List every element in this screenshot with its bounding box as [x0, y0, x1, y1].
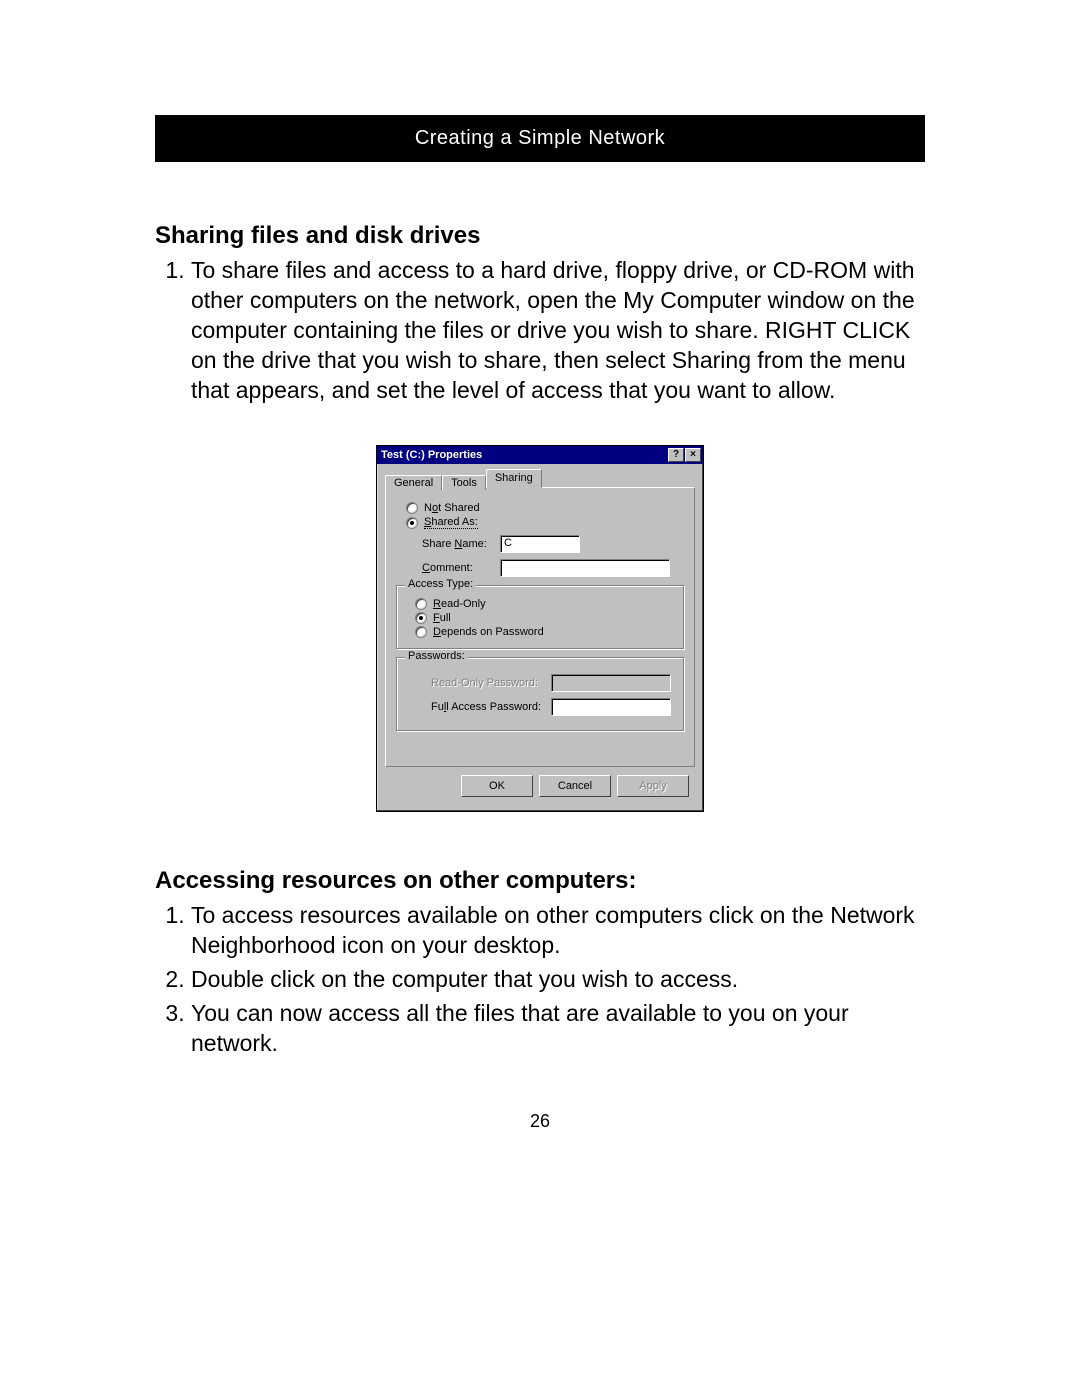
not-shared-label: Not Shared [424, 502, 480, 514]
comment-row: Comment: [422, 559, 684, 577]
comment-label: Comment: [422, 562, 500, 574]
tab-sharing[interactable]: Sharing [486, 469, 542, 488]
radio-icon [406, 502, 418, 514]
full-password-row: Full Access Password: [431, 698, 675, 716]
share-name-input[interactable]: C [500, 535, 580, 553]
section2-item-2: Double click on the computer that you wi… [191, 965, 925, 995]
depends-radio[interactable]: Depends on Password [415, 626, 675, 638]
access-type-legend: Access Type: [405, 578, 476, 590]
section2-item-3: You can now access all the files that ar… [191, 999, 925, 1059]
radio-icon [415, 612, 427, 624]
readonly-password-label: Read-Only Password: [431, 677, 551, 689]
shared-as-radio[interactable]: Shared As: [406, 516, 684, 529]
readonly-radio[interactable]: Read-Only [415, 598, 675, 610]
readonly-password-input [551, 674, 671, 692]
close-button[interactable]: × [685, 448, 701, 462]
dialog-container: Test (C:) Properties ? × General Tools S… [155, 445, 925, 812]
access-type-group: Access Type: Read-Only Full Depends on P… [396, 585, 684, 649]
section1-item-1: To share files and access to a hard driv… [191, 256, 925, 405]
dialog-button-row: OK Cancel Apply [385, 767, 695, 803]
cancel-button[interactable]: Cancel [539, 775, 611, 797]
section1-heading: Sharing files and disk drives [155, 222, 925, 250]
tab-row: General Tools Sharing [385, 468, 695, 487]
radio-icon [415, 598, 427, 610]
section2-heading: Accessing resources on other computers: [155, 867, 925, 895]
apply-button[interactable]: Apply [617, 775, 689, 797]
readonly-password-row: Read-Only Password: [431, 674, 675, 692]
full-radio[interactable]: Full [415, 612, 675, 624]
full-password-input[interactable] [551, 698, 671, 716]
shared-as-label: Shared As: [424, 516, 478, 529]
tab-tools[interactable]: Tools [442, 475, 486, 490]
sharing-panel: Not Shared Shared As: Share Name: C Comm… [385, 487, 695, 767]
radio-icon [406, 517, 418, 529]
depends-label: Depends on Password [433, 626, 544, 638]
page-number: 26 [0, 1111, 1080, 1132]
not-shared-radio[interactable]: Not Shared [406, 502, 684, 514]
properties-dialog: Test (C:) Properties ? × General Tools S… [376, 445, 704, 812]
tab-general[interactable]: General [385, 475, 442, 490]
ok-button[interactable]: OK [461, 775, 533, 797]
section1-list: To share files and access to a hard driv… [155, 256, 925, 405]
section2-list: To access resources available on other c… [155, 901, 925, 1058]
dialog-titlebar[interactable]: Test (C:) Properties ? × [377, 446, 703, 464]
help-button[interactable]: ? [668, 448, 684, 462]
dialog-title: Test (C:) Properties [381, 449, 482, 461]
readonly-label: Read-Only [433, 598, 486, 610]
share-name-label: Share Name: [422, 538, 500, 550]
comment-input[interactable] [500, 559, 670, 577]
passwords-group: Passwords: Read-Only Password: Full Acce… [396, 657, 684, 731]
section2-item-1: To access resources available on other c… [191, 901, 925, 961]
share-name-row: Share Name: C [422, 535, 684, 553]
passwords-legend: Passwords: [405, 650, 468, 662]
radio-icon [415, 626, 427, 638]
full-password-label: Full Access Password: [431, 701, 551, 713]
full-label: Full [433, 612, 451, 624]
page-header: Creating a Simple Network [155, 115, 925, 162]
